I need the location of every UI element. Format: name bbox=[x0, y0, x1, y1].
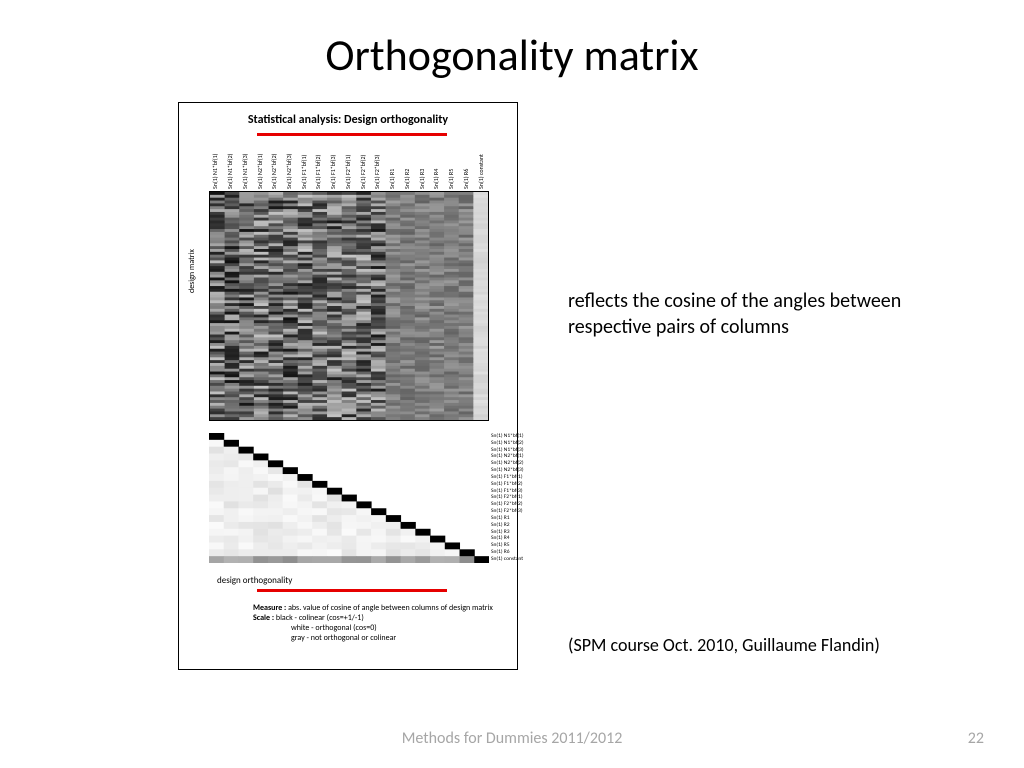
column-label: Sn(1) R1 bbox=[388, 177, 396, 189]
column-label: Sn(1) constant bbox=[477, 177, 485, 189]
legend-scale-line-2: gray - not orthogonal or colinear bbox=[291, 633, 396, 643]
row-label: Sn(1) constant bbox=[491, 556, 551, 563]
column-label: Sn(1) R5 bbox=[447, 177, 455, 189]
figure-title: Statistical analysis: Design orthogonali… bbox=[179, 113, 517, 127]
column-label: Sn(1) N2*bf(1) bbox=[256, 177, 264, 189]
design-matrix bbox=[209, 191, 489, 421]
red-underline-top bbox=[257, 133, 447, 136]
column-label: Sn(1) N1*bf(1) bbox=[211, 177, 219, 189]
page-number: 22 bbox=[968, 729, 984, 748]
column-label: Sn(1) N1*bf(2) bbox=[226, 177, 234, 189]
column-label: Sn(1) F2*bf(2) bbox=[359, 177, 367, 189]
row-label: Sn(1) R6 bbox=[491, 549, 551, 556]
row-label: Sn(1) N1*bf(2) bbox=[491, 440, 551, 447]
legend-measure-text: abs. value of cosine of angle between co… bbox=[288, 603, 493, 613]
column-label: Sn(1) R4 bbox=[432, 177, 440, 189]
legend: Measure : abs. value of cosine of angle … bbox=[253, 603, 493, 643]
legend-measure-label: Measure : bbox=[253, 603, 286, 613]
body-text: reflects the cosine of the angles betwee… bbox=[568, 288, 928, 340]
footer: Methods for Dummies 2011/2012 bbox=[0, 729, 1024, 748]
column-label: Sn(1) R2 bbox=[403, 177, 411, 189]
legend-scale-line-1: white - orthogonal (cos=0) bbox=[291, 623, 377, 633]
attribution: (SPM course Oct. 2010, Guillaume Flandin… bbox=[568, 634, 880, 656]
column-labels: Sn(1) N1*bf(1) Sn(1) N1*bf(2) Sn(1) N1*bf(… bbox=[209, 143, 489, 189]
orthogonality-label: design orthogonality bbox=[217, 575, 292, 586]
column-label: Sn(1) R3 bbox=[418, 177, 426, 189]
row-labels: Sn(1) N1*bf(1)Sn(1) N1*bf(2)Sn(1) N1*bf(… bbox=[491, 433, 551, 563]
slide-title: Orthogonality matrix bbox=[0, 28, 1024, 82]
row-label: Sn(1) F2*bf(3) bbox=[491, 508, 551, 515]
column-label: Sn(1) F1*bf(2) bbox=[314, 177, 322, 189]
legend-scale-line-0: black - colinear (cos=+1/-1) bbox=[276, 613, 364, 623]
figure-panel: Statistical analysis: Design orthogonali… bbox=[178, 102, 518, 670]
row-label: Sn(1) F1*bf(2) bbox=[491, 481, 551, 488]
design-matrix-y-label: design matrix bbox=[187, 249, 197, 293]
row-label: Sn(1) R2 bbox=[491, 522, 551, 529]
column-label: Sn(1) F2*bf(3) bbox=[373, 177, 381, 189]
column-label: Sn(1) R6 bbox=[462, 177, 470, 189]
orthogonality-matrix bbox=[209, 433, 489, 563]
red-underline-bottom bbox=[257, 589, 447, 592]
row-label: Sn(1) R1 bbox=[491, 515, 551, 522]
column-label: Sn(1) F1*bf(3) bbox=[329, 177, 337, 189]
row-label: Sn(1) F1*bf(1) bbox=[491, 474, 551, 481]
legend-scale-label: Scale : bbox=[253, 613, 274, 623]
column-label: Sn(1) F1*bf(1) bbox=[300, 177, 308, 189]
column-label: Sn(1) F2*bf(1) bbox=[344, 177, 352, 189]
row-label: Sn(1) N2*bf(3) bbox=[491, 467, 551, 474]
row-label: Sn(1) N1*bf(1) bbox=[491, 433, 551, 440]
slide: Orthogonality matrix Statistical analysi… bbox=[0, 0, 1024, 768]
column-label: Sn(1) N2*bf(2) bbox=[270, 177, 278, 189]
column-label: Sn(1) N1*bf(3) bbox=[241, 177, 249, 189]
column-label: Sn(1) N2*bf(3) bbox=[285, 177, 293, 189]
